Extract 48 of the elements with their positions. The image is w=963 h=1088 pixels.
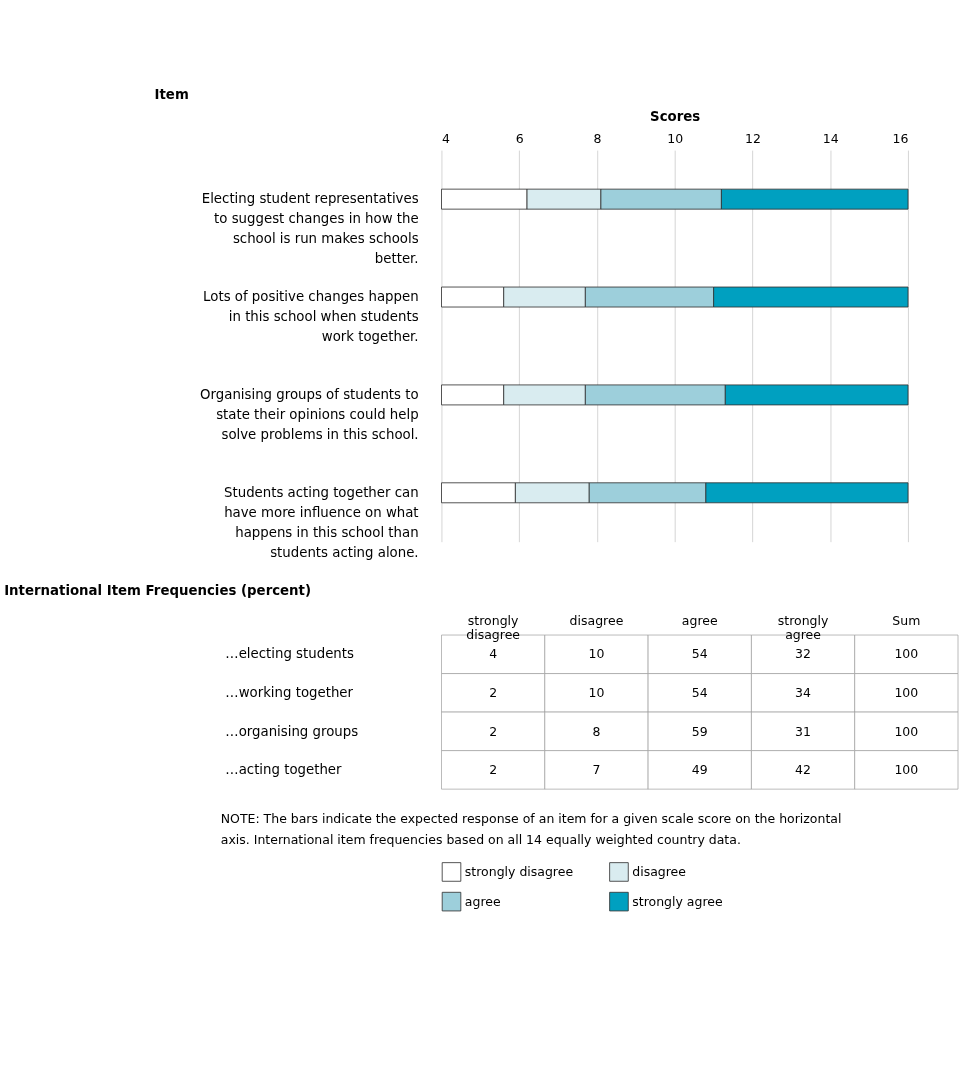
x-tick-label: 10 [667,131,684,147]
data-label: 10 [588,646,605,662]
data-label: 31 [795,723,811,739]
data-label: 49 [691,762,708,778]
x-tick-label: agree [681,612,718,628]
x-tick-label: 6 [515,131,524,147]
legend-label: agree [464,893,501,909]
y-axis-title: Item [154,86,189,102]
data-label: 42 [795,762,811,778]
y-tick-label: Students acting together can have more influence on what happens in this school than students acting alone. [224,484,419,560]
x-tick-label: Sum [892,612,921,628]
data-label: 4 [489,646,498,662]
text: NOTE: The bars indicate the expected response of an item for a given scale score on the horizontal axis. International item frequencies based on all 14 equally weighted country data. [220,810,842,847]
y-tick-label: …electing students [225,646,354,662]
y-tick-label: Organising groups of students to state their opinions could help solve problems in this school. [200,387,419,443]
x-tick-label: strongly agree [777,612,829,642]
y-tick-label: …organising groups [225,723,359,739]
data-label: 34 [795,684,812,700]
x-tick-label: 12 [744,131,761,147]
data-label: 54 [691,684,708,700]
data-label: 7 [592,762,601,778]
data-label: 8 [592,723,601,739]
data-label: 2 [489,684,498,700]
data-label: 32 [795,646,811,662]
x-axis-title: Scores [650,108,701,124]
legend-label: strongly disagree [464,864,574,880]
x-tick-label: disagree [569,612,624,628]
y-tick-label: …acting together [225,762,343,778]
data-label: 100 [894,646,919,662]
data-label: 59 [691,723,708,739]
legend-label: disagree [632,864,687,880]
data-label: 2 [489,723,498,739]
data-label: 100 [894,723,919,739]
data-label: 100 [894,684,919,700]
data-label: 54 [691,646,708,662]
y-tick-label: …working together [225,684,354,700]
data-label: 10 [588,684,605,700]
text: International Item Frequencies (percent) [4,583,312,599]
y-tick-label: Electing student representatives to suggest changes in how the school is run makes schools better. [201,191,419,267]
y-tick-label: Lots of positive changes happen in this school when students work together. [203,289,419,345]
x-tick-label: 16 [892,131,909,147]
x-tick-label: 4 [441,131,450,147]
x-tick-label: 14 [822,131,839,147]
data-label: 2 [489,762,498,778]
x-tick-label: strongly disagree [466,612,521,642]
data-label: 100 [894,762,919,778]
x-tick-label: 8 [593,131,602,147]
legend-label: strongly agree [632,893,723,909]
